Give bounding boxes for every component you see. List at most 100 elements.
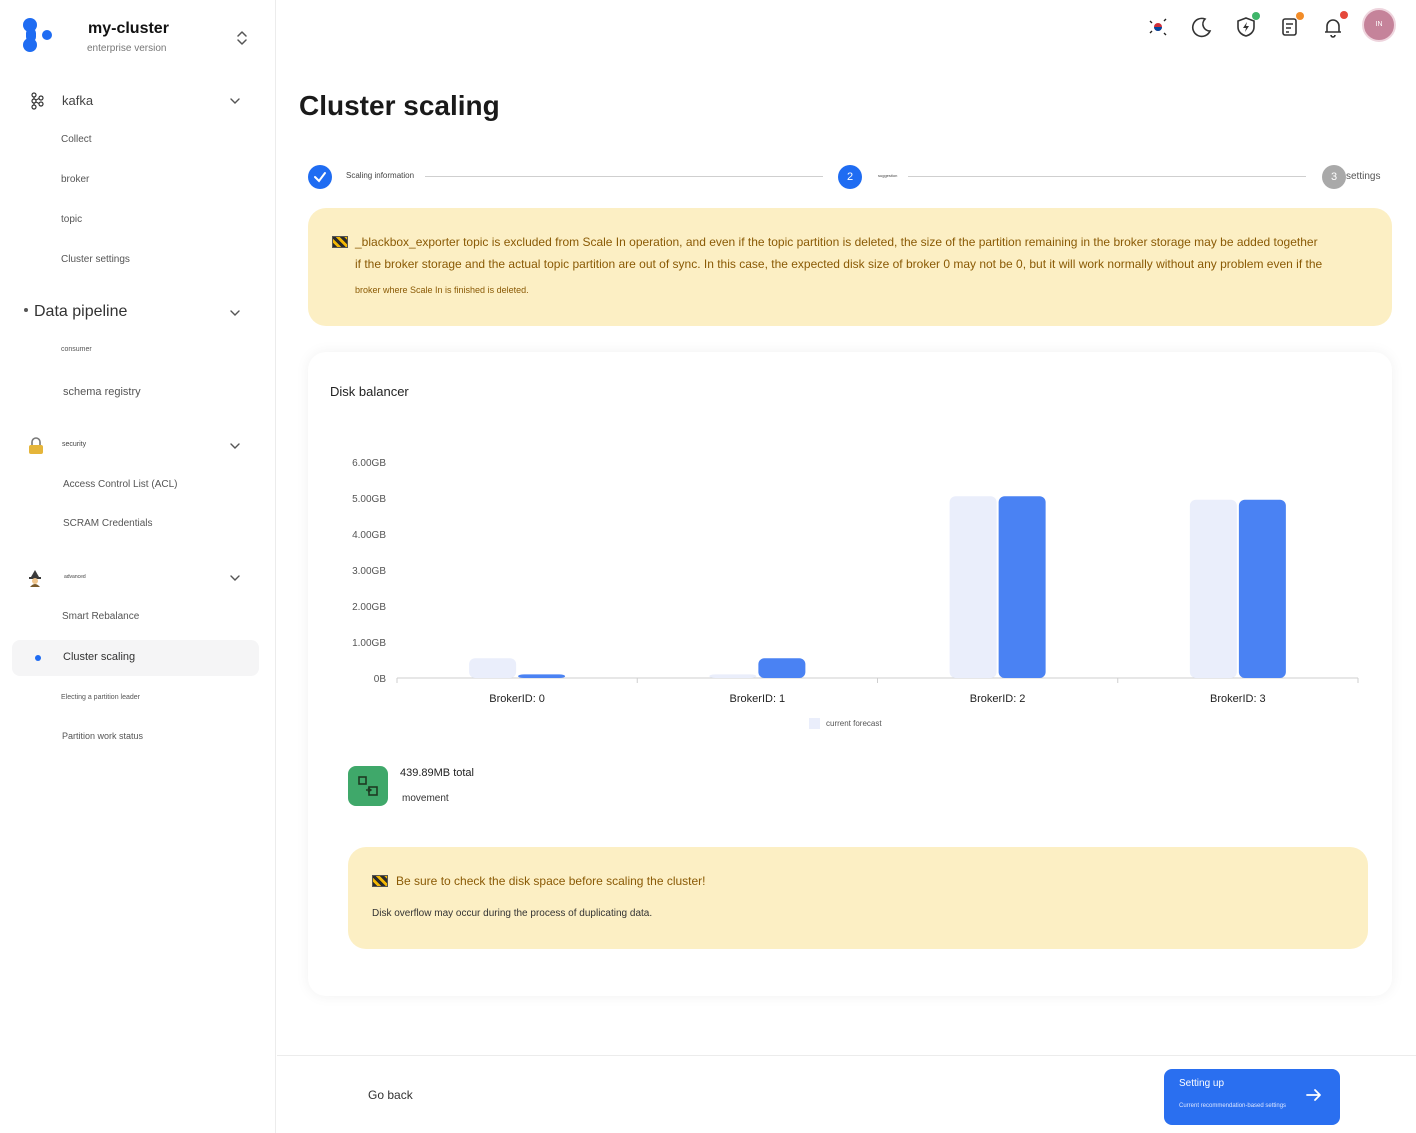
status-badge [1252, 12, 1260, 20]
bar-forecast-0 [518, 674, 566, 678]
notice-line: _blackbox_exporter topic is excluded fro… [355, 235, 1318, 249]
x-tick-label: BrokerID: 3 [1210, 693, 1266, 705]
warning-title: Be sure to check the disk space before s… [396, 874, 706, 888]
chevron-down-icon [230, 443, 240, 449]
sidebar-item-label: Electing a partition leader [61, 694, 140, 701]
sidebar-item-label: Cluster scaling [63, 651, 136, 663]
nav-group-label: kafka [62, 93, 94, 108]
bar-forecast-2 [998, 496, 1046, 678]
lock-icon [29, 437, 43, 454]
x-tick-label: BrokerID: 0 [489, 693, 545, 705]
scale-in-notice: _blackbox_exporter topic is excluded fro… [308, 208, 1392, 326]
step-connector [425, 176, 823, 177]
cluster-name: my-cluster [88, 20, 169, 37]
movement-icon [348, 766, 388, 806]
sidebar-item-label: Cluster settings [61, 254, 130, 265]
kafka-icon [31, 92, 44, 110]
notice-line: if the broker storage and the actual top… [355, 257, 1323, 271]
nav-group-security-header[interactable]: security [0, 432, 276, 460]
step-number: 3 [1322, 165, 1346, 189]
bar-current-2 [949, 496, 997, 678]
setting-up-sublabel: Current recommendation-based settings [1179, 1103, 1287, 1109]
active-indicator-icon [35, 655, 41, 661]
bar-current-0 [469, 658, 517, 678]
flag-kr-icon[interactable] [1145, 14, 1171, 40]
nav-group-data-pipeline-header[interactable]: Data pipeline [0, 299, 276, 327]
sidebar-item-label: Collect [61, 134, 92, 145]
disk-balancer-chart: 0B 1.00GB 2.00GB 3.00GB 4.00GB 5.00GB 6.00GB Br… [352, 458, 1359, 729]
logo-icon [20, 16, 60, 56]
avatar[interactable]: IN [1362, 8, 1396, 42]
bar-forecast-1 [758, 658, 806, 678]
sidebar-item-scram-credentials[interactable]: SCRAM Credentials [12, 507, 259, 543]
sidebar-item-label: topic [61, 214, 83, 225]
y-tick-label: 1.00GB [352, 638, 386, 649]
bar-forecast-3 [1238, 499, 1286, 678]
sidebar-item-label: Smart Rebalance [62, 611, 140, 622]
edition-label: enterprise version [87, 43, 167, 54]
shield-bolt-icon[interactable] [1233, 14, 1259, 40]
nav-group-advanced-header[interactable]: advanced [0, 564, 276, 592]
step-label-scaling-information: Scaling information [346, 171, 415, 180]
y-tick-label: 3.00GB [352, 566, 386, 577]
sidebar-item-electing-partition-leader[interactable]: Electing a partition leader [12, 680, 259, 716]
sidebar: my-cluster enterprise version kafka [0, 0, 276, 1133]
cluster-switcher[interactable]: my-cluster enterprise version [20, 16, 270, 60]
sidebar-item-label: broker [61, 174, 90, 185]
status-badge [1340, 11, 1348, 19]
sidebar-item-smart-rebalance[interactable]: Smart Rebalance [12, 600, 259, 636]
go-back-button[interactable]: Go back [368, 1088, 413, 1102]
bar-current-1 [709, 674, 757, 678]
sidebar-item-broker[interactable]: broker [12, 163, 259, 199]
step-label-suggestion: suggestion [878, 173, 898, 178]
sidebar-item-cluster-scaling[interactable]: Cluster scaling [12, 640, 259, 676]
warning-body: Disk overflow may occur during the proce… [372, 908, 653, 919]
y-tick-label: 2.00GB [352, 602, 386, 613]
step-label-settings: settings [1346, 171, 1381, 182]
bullet-icon [24, 308, 28, 312]
sidebar-item-collect[interactable]: Collect [12, 123, 259, 159]
sidebar-item-consumer[interactable]: consumer [12, 335, 259, 371]
step-connector [908, 176, 1306, 177]
y-tick-label: 4.00GB [352, 530, 386, 541]
status-badge [1296, 12, 1304, 20]
step-number: 2 [838, 165, 862, 189]
nav-group-label: security [62, 441, 87, 448]
moon-icon[interactable] [1189, 14, 1215, 40]
sidebar-item-partition-work-status[interactable]: Partition work status [12, 720, 259, 756]
sidebar-item-cluster-settings[interactable]: Cluster settings [12, 243, 259, 279]
nav-group-kafka-header[interactable]: kafka [0, 87, 276, 115]
footer: Go back Setting up Current recommendatio… [277, 1055, 1416, 1133]
page-title: Cluster scaling [299, 90, 500, 121]
wizard-icon [29, 570, 41, 587]
chevron-up-down-icon[interactable] [234, 29, 250, 47]
step-done-icon [308, 165, 332, 189]
y-tick-label: 6.00GB [352, 458, 386, 469]
legend-label: current forecast [826, 719, 882, 728]
movement-label: movement [402, 793, 449, 804]
construction-icon [332, 236, 348, 248]
bell-icon[interactable] [1320, 14, 1346, 40]
chevron-down-icon [230, 310, 240, 316]
sidebar-item-label: Access Control List (ACL) [63, 479, 178, 490]
setting-up-button[interactable]: Setting up Current recommendation-based … [1164, 1069, 1340, 1125]
sidebar-item-topic[interactable]: topic [12, 203, 259, 239]
disk-balancer-title: Disk balancer [330, 384, 409, 399]
disk-space-warning: Be sure to check the disk space before s… [348, 847, 1368, 949]
y-tick-label: 5.00GB [352, 494, 386, 505]
setting-up-label: Setting up [1179, 1078, 1225, 1089]
sidebar-item-label: SCRAM Credentials [63, 518, 153, 529]
nav-group-label: Data pipeline [34, 303, 128, 320]
notes-icon[interactable] [1277, 14, 1303, 40]
sidebar-item-schema-registry[interactable]: schema registry [12, 375, 259, 411]
bar-current-3 [1189, 499, 1237, 678]
chevron-down-icon [230, 575, 240, 581]
arrow-right-icon [1306, 1089, 1321, 1101]
sidebar-item-acl[interactable]: Access Control List (ACL) [12, 468, 259, 504]
legend-swatch [809, 718, 820, 729]
sidebar-item-label: Partition work status [62, 731, 144, 741]
nav-group-label: advanced [64, 574, 86, 580]
y-tick-label: 0B [374, 674, 387, 685]
chevron-down-icon [230, 98, 240, 104]
